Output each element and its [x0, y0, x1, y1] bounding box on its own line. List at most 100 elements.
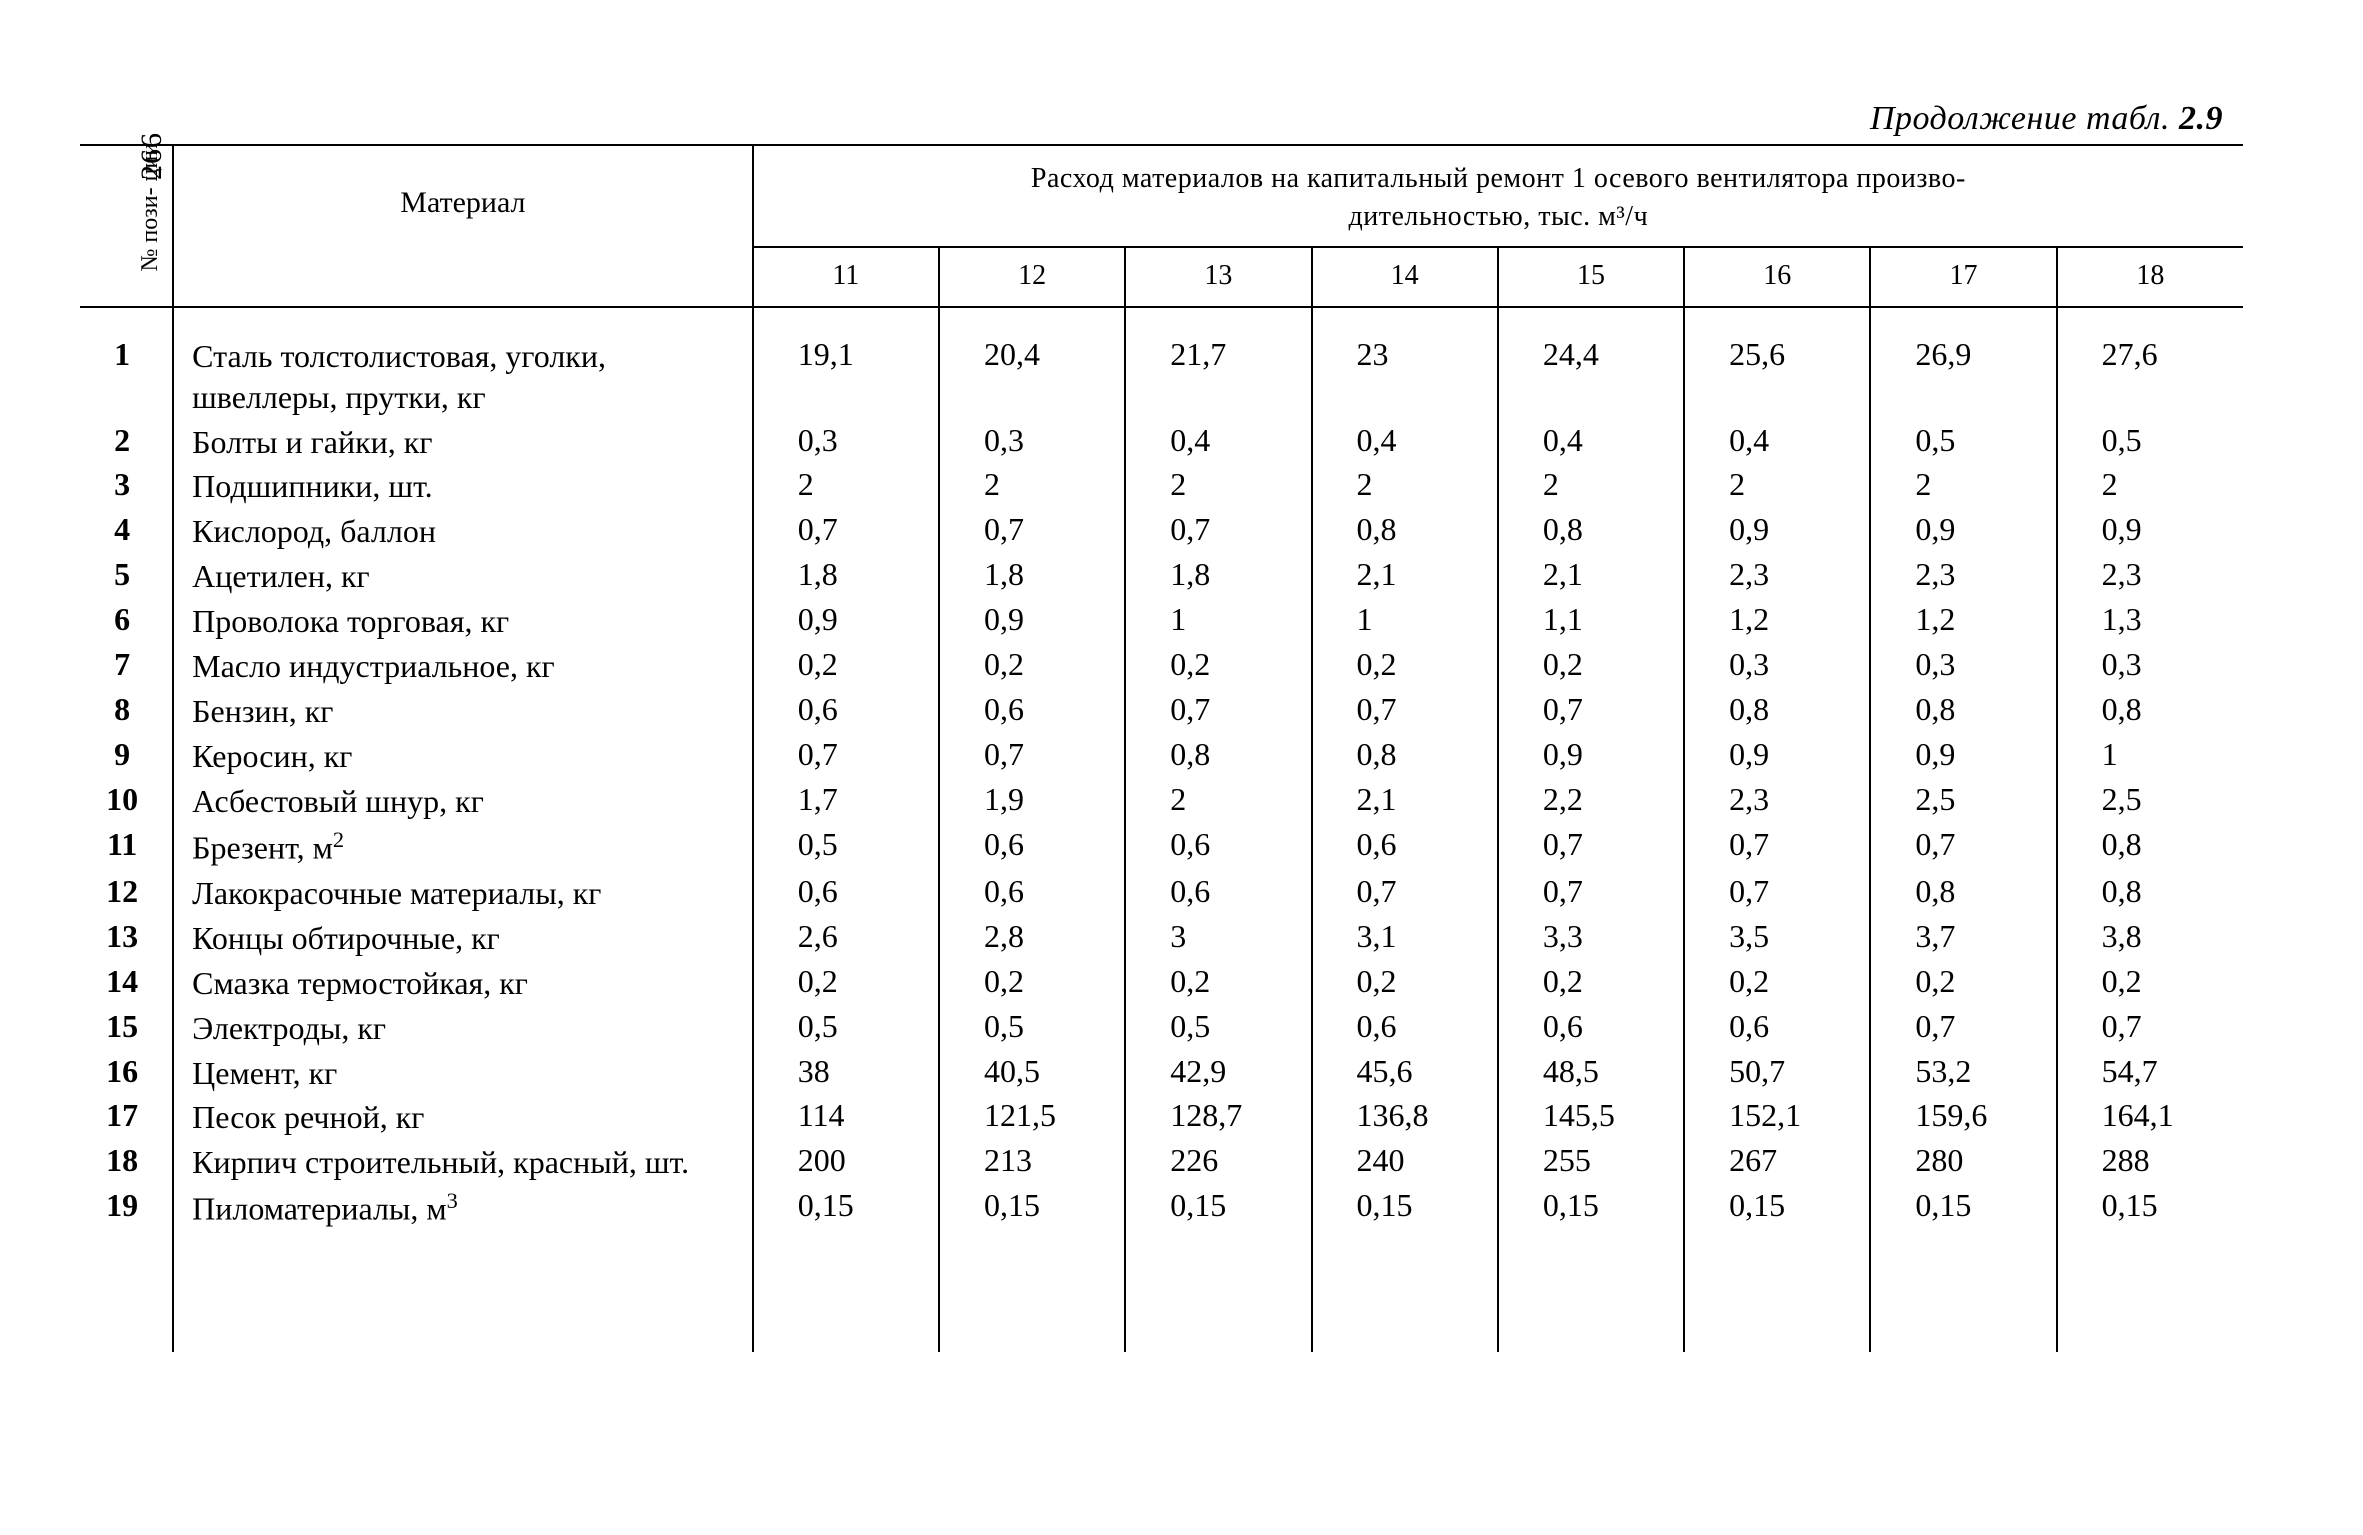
row-value: 2,1: [1312, 554, 1498, 599]
row-value: 0,5: [1870, 420, 2056, 465]
table-row: 19Пиломатериалы, м30,150,150,150,150,150…: [80, 1185, 2243, 1232]
row-value: 2,2: [1498, 779, 1684, 824]
row-value: 0,2: [2057, 961, 2243, 1006]
row-value: 213: [939, 1140, 1125, 1185]
colnum-17: 17: [1870, 247, 2056, 307]
colnum-11: 11: [753, 247, 939, 307]
row-value: 2,5: [1870, 779, 2056, 824]
row-value: 164,1: [2057, 1095, 2243, 1140]
row-value: 0,15: [1684, 1185, 1870, 1232]
row-value: 19,1: [753, 308, 939, 420]
row-value: 2: [2057, 464, 2243, 509]
row-material: Брезент, м2: [173, 824, 753, 871]
span-line-1: Расход материалов на капитальный ремонт …: [1031, 163, 1966, 194]
row-value: 0,3: [1870, 644, 2056, 689]
row-value: 0,7: [1870, 1006, 2056, 1051]
row-value: 121,5: [939, 1095, 1125, 1140]
row-value: 267: [1684, 1140, 1870, 1185]
row-value: 0,9: [1870, 734, 2056, 779]
row-value: 0,9: [1684, 509, 1870, 554]
row-value: 0,3: [939, 420, 1125, 465]
row-value: 24,4: [1498, 308, 1684, 420]
table-row: 13Концы обтирочные, кг2,62,833,13,33,53,…: [80, 916, 2243, 961]
row-value: 0,15: [2057, 1185, 2243, 1232]
table-row: 3Подшипники, шт.22222222: [80, 464, 2243, 509]
row-value: 255: [1498, 1140, 1684, 1185]
row-value: 0,8: [1125, 734, 1311, 779]
row-value: 40,5: [939, 1051, 1125, 1096]
row-material: Цемент, кг: [173, 1051, 753, 1096]
table-row: 9Керосин, кг0,70,70,80,80,90,90,91: [80, 734, 2243, 779]
row-material: Концы обтирочные, кг: [173, 916, 753, 961]
row-value: 1: [1312, 599, 1498, 644]
row-value: 0,7: [1684, 871, 1870, 916]
row-index: 4: [80, 509, 173, 554]
col-index-label: № пози- ции: [137, 143, 163, 272]
row-value: 159,6: [1870, 1095, 2056, 1140]
table-body: 1Сталь толстолистовая, уголки, швеллеры,…: [80, 308, 2243, 1352]
row-value: 0,8: [1870, 871, 2056, 916]
colnum-13: 13: [1125, 247, 1311, 307]
row-value: 0,6: [753, 871, 939, 916]
row-material: Керосин, кг: [173, 734, 753, 779]
table-row: 5Ацетилен, кг1,81,81,82,12,12,32,32,3: [80, 554, 2243, 599]
row-value: 0,2: [1125, 644, 1311, 689]
row-index: 2: [80, 420, 173, 465]
row-value: 240: [1312, 1140, 1498, 1185]
row-value: 0,2: [1498, 961, 1684, 1006]
row-value: 42,9: [1125, 1051, 1311, 1096]
table-row: 16Цемент, кг3840,542,945,648,550,753,254…: [80, 1051, 2243, 1096]
row-value: 3,7: [1870, 916, 2056, 961]
row-index: 8: [80, 689, 173, 734]
row-value: 0,6: [753, 689, 939, 734]
row-value: 0,6: [1125, 871, 1311, 916]
row-value: 0,6: [939, 824, 1125, 871]
table-row: 12Лакокрасочные материалы, кг0,60,60,60,…: [80, 871, 2243, 916]
row-material: Песок речной, кг: [173, 1095, 753, 1140]
row-value: 1: [1125, 599, 1311, 644]
row-material: Пиломатериалы, м3: [173, 1185, 753, 1232]
row-value: 0,7: [1684, 824, 1870, 871]
row-value: 0,9: [1870, 509, 2056, 554]
row-value: 0,6: [1684, 1006, 1870, 1051]
row-material: Кислород, баллон: [173, 509, 753, 554]
colnum-14: 14: [1312, 247, 1498, 307]
row-value: 0,3: [1684, 644, 1870, 689]
table-row: 15Электроды, кг0,50,50,50,60,60,60,70,7: [80, 1006, 2243, 1051]
row-value: 0,5: [939, 1006, 1125, 1051]
row-value: 0,6: [1125, 824, 1311, 871]
row-value: 0,7: [1498, 689, 1684, 734]
row-value: 0,4: [1498, 420, 1684, 465]
row-value: 2,3: [1684, 554, 1870, 599]
row-value: 0,8: [2057, 824, 2243, 871]
row-value: 1,7: [753, 779, 939, 824]
row-value: 0,15: [1870, 1185, 2056, 1232]
row-value: 0,4: [1125, 420, 1311, 465]
row-value: 0,4: [1684, 420, 1870, 465]
row-value: 1,3: [2057, 599, 2243, 644]
row-value: 0,7: [2057, 1006, 2243, 1051]
table-row: 10Асбестовый шнур, кг1,71,922,12,22,32,5…: [80, 779, 2243, 824]
row-value: 0,6: [939, 689, 1125, 734]
row-value: 114: [753, 1095, 939, 1140]
colnum-18: 18: [2057, 247, 2243, 307]
row-value: 2,3: [2057, 554, 2243, 599]
row-value: 288: [2057, 1140, 2243, 1185]
row-value: 0,5: [753, 1006, 939, 1051]
row-value: 1,8: [1125, 554, 1311, 599]
row-value: 0,8: [2057, 871, 2243, 916]
row-value: 280: [1870, 1140, 2056, 1185]
row-value: 2: [1498, 464, 1684, 509]
row-value: 3,1: [1312, 916, 1498, 961]
row-value: 25,6: [1684, 308, 1870, 420]
row-value: 0,2: [1870, 961, 2056, 1006]
row-value: 128,7: [1125, 1095, 1311, 1140]
caption-number: 2.9: [2179, 100, 2223, 137]
colnum-15: 15: [1498, 247, 1684, 307]
row-value: 0,7: [753, 509, 939, 554]
row-index: 9: [80, 734, 173, 779]
row-value: 152,1: [1684, 1095, 1870, 1140]
row-index: 5: [80, 554, 173, 599]
row-value: 0,15: [753, 1185, 939, 1232]
row-index: 16: [80, 1051, 173, 1096]
